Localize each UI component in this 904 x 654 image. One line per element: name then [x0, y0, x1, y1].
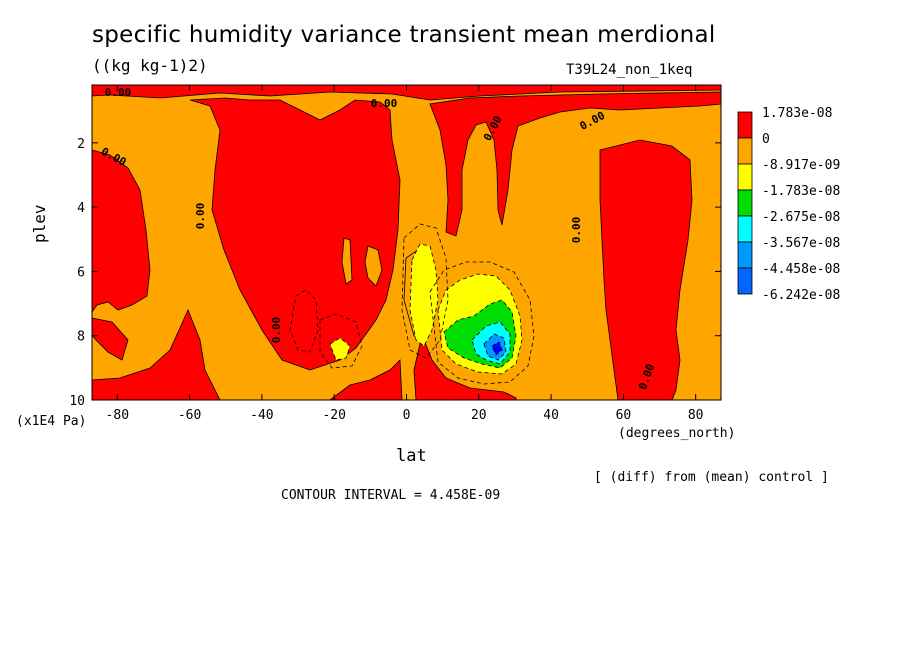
colorbar-swatch	[737, 111, 753, 139]
x-tick-label: -20	[322, 408, 345, 423]
dashed-contour	[289, 289, 319, 353]
y-tick-label: 4	[77, 201, 85, 216]
x-axis-ticks: -80 -60 -40 -20 0 20 40 60 80	[106, 85, 704, 423]
x-tick-label: 20	[471, 408, 487, 423]
y-tick-label: 8	[77, 330, 85, 345]
x-axis-label: lat	[396, 446, 427, 466]
colorbar-label: -3.567e-08	[762, 236, 840, 251]
contour-label: 0.00	[570, 217, 583, 244]
y-tick-label: 10	[69, 394, 85, 409]
colorbar-label: 1.783e-08	[762, 106, 832, 121]
contour-interval: CONTOUR INTERVAL = 4.458E-09	[281, 488, 501, 503]
y-tick-label: 2	[77, 137, 85, 152]
diff-note: [ (diff) from (mean) control ]	[594, 470, 829, 485]
colorbar-swatch	[737, 215, 753, 243]
positive-region	[91, 308, 403, 401]
colorbar-label: -1.783e-08	[762, 184, 840, 199]
x-tick-label: -40	[250, 408, 273, 423]
x-tick-label: 40	[543, 408, 559, 423]
dashed-contour	[429, 261, 535, 385]
contour-label: 0.00	[270, 317, 283, 344]
colorbar-label: -8.917e-09	[762, 158, 840, 173]
colorbar-swatch	[737, 267, 753, 295]
positive-region	[91, 84, 722, 101]
positive-region	[189, 97, 401, 371]
negative-region-yellow	[329, 337, 351, 361]
dashed-contour	[401, 223, 449, 359]
x-tick-label: -80	[106, 408, 129, 423]
dashed-contour	[319, 313, 363, 369]
colorbar-label: 0	[762, 132, 770, 147]
x-axis-units: (degrees_north)	[618, 426, 736, 441]
contour-label: 0.00	[105, 86, 132, 99]
colorbar-swatch	[737, 189, 753, 217]
colorbar-legend: 1.783e-08 0 -8.917e-09 -1.783e-08 -2.675e-08…	[737, 106, 840, 303]
colorbar-swatch	[737, 163, 753, 191]
y-axis-units: (x1E4 Pa)	[16, 414, 87, 429]
x-tick-label: -60	[178, 408, 201, 423]
chart-units: ((kg kg-1)2)	[92, 56, 208, 75]
positive-region	[413, 333, 517, 401]
colorbar-swatch	[737, 241, 753, 269]
zero-island	[364, 245, 383, 287]
chart-title: specific humidity variance transient mea…	[92, 22, 716, 48]
colorbar-label: -2.675e-08	[762, 210, 840, 225]
y-tick-label: 6	[77, 265, 85, 280]
negative-region-darkblue	[491, 341, 503, 356]
positive-region	[91, 149, 151, 314]
y-axis-ticks: 2 4 6 8 10	[69, 137, 721, 409]
contour-label: 0.00	[194, 203, 207, 230]
zero-island	[341, 237, 353, 285]
contour-label: 0.00	[371, 97, 398, 110]
colorbar-swatch	[737, 137, 753, 165]
x-tick-label: 0	[403, 408, 411, 423]
contour-labels: 0.000.000.000.00 0.000.000.000.000.00	[99, 86, 657, 391]
run-label: T39L24_non_1keq	[566, 62, 693, 78]
negative-region-yellow	[409, 243, 439, 347]
positive-region	[599, 139, 693, 401]
colorbar-label: -4.458e-08	[762, 262, 840, 277]
x-tick-label: 80	[688, 408, 704, 423]
contour-field	[91, 84, 722, 401]
x-tick-label: 60	[616, 408, 632, 423]
colorbar-label: -6.242e-08	[762, 288, 840, 303]
